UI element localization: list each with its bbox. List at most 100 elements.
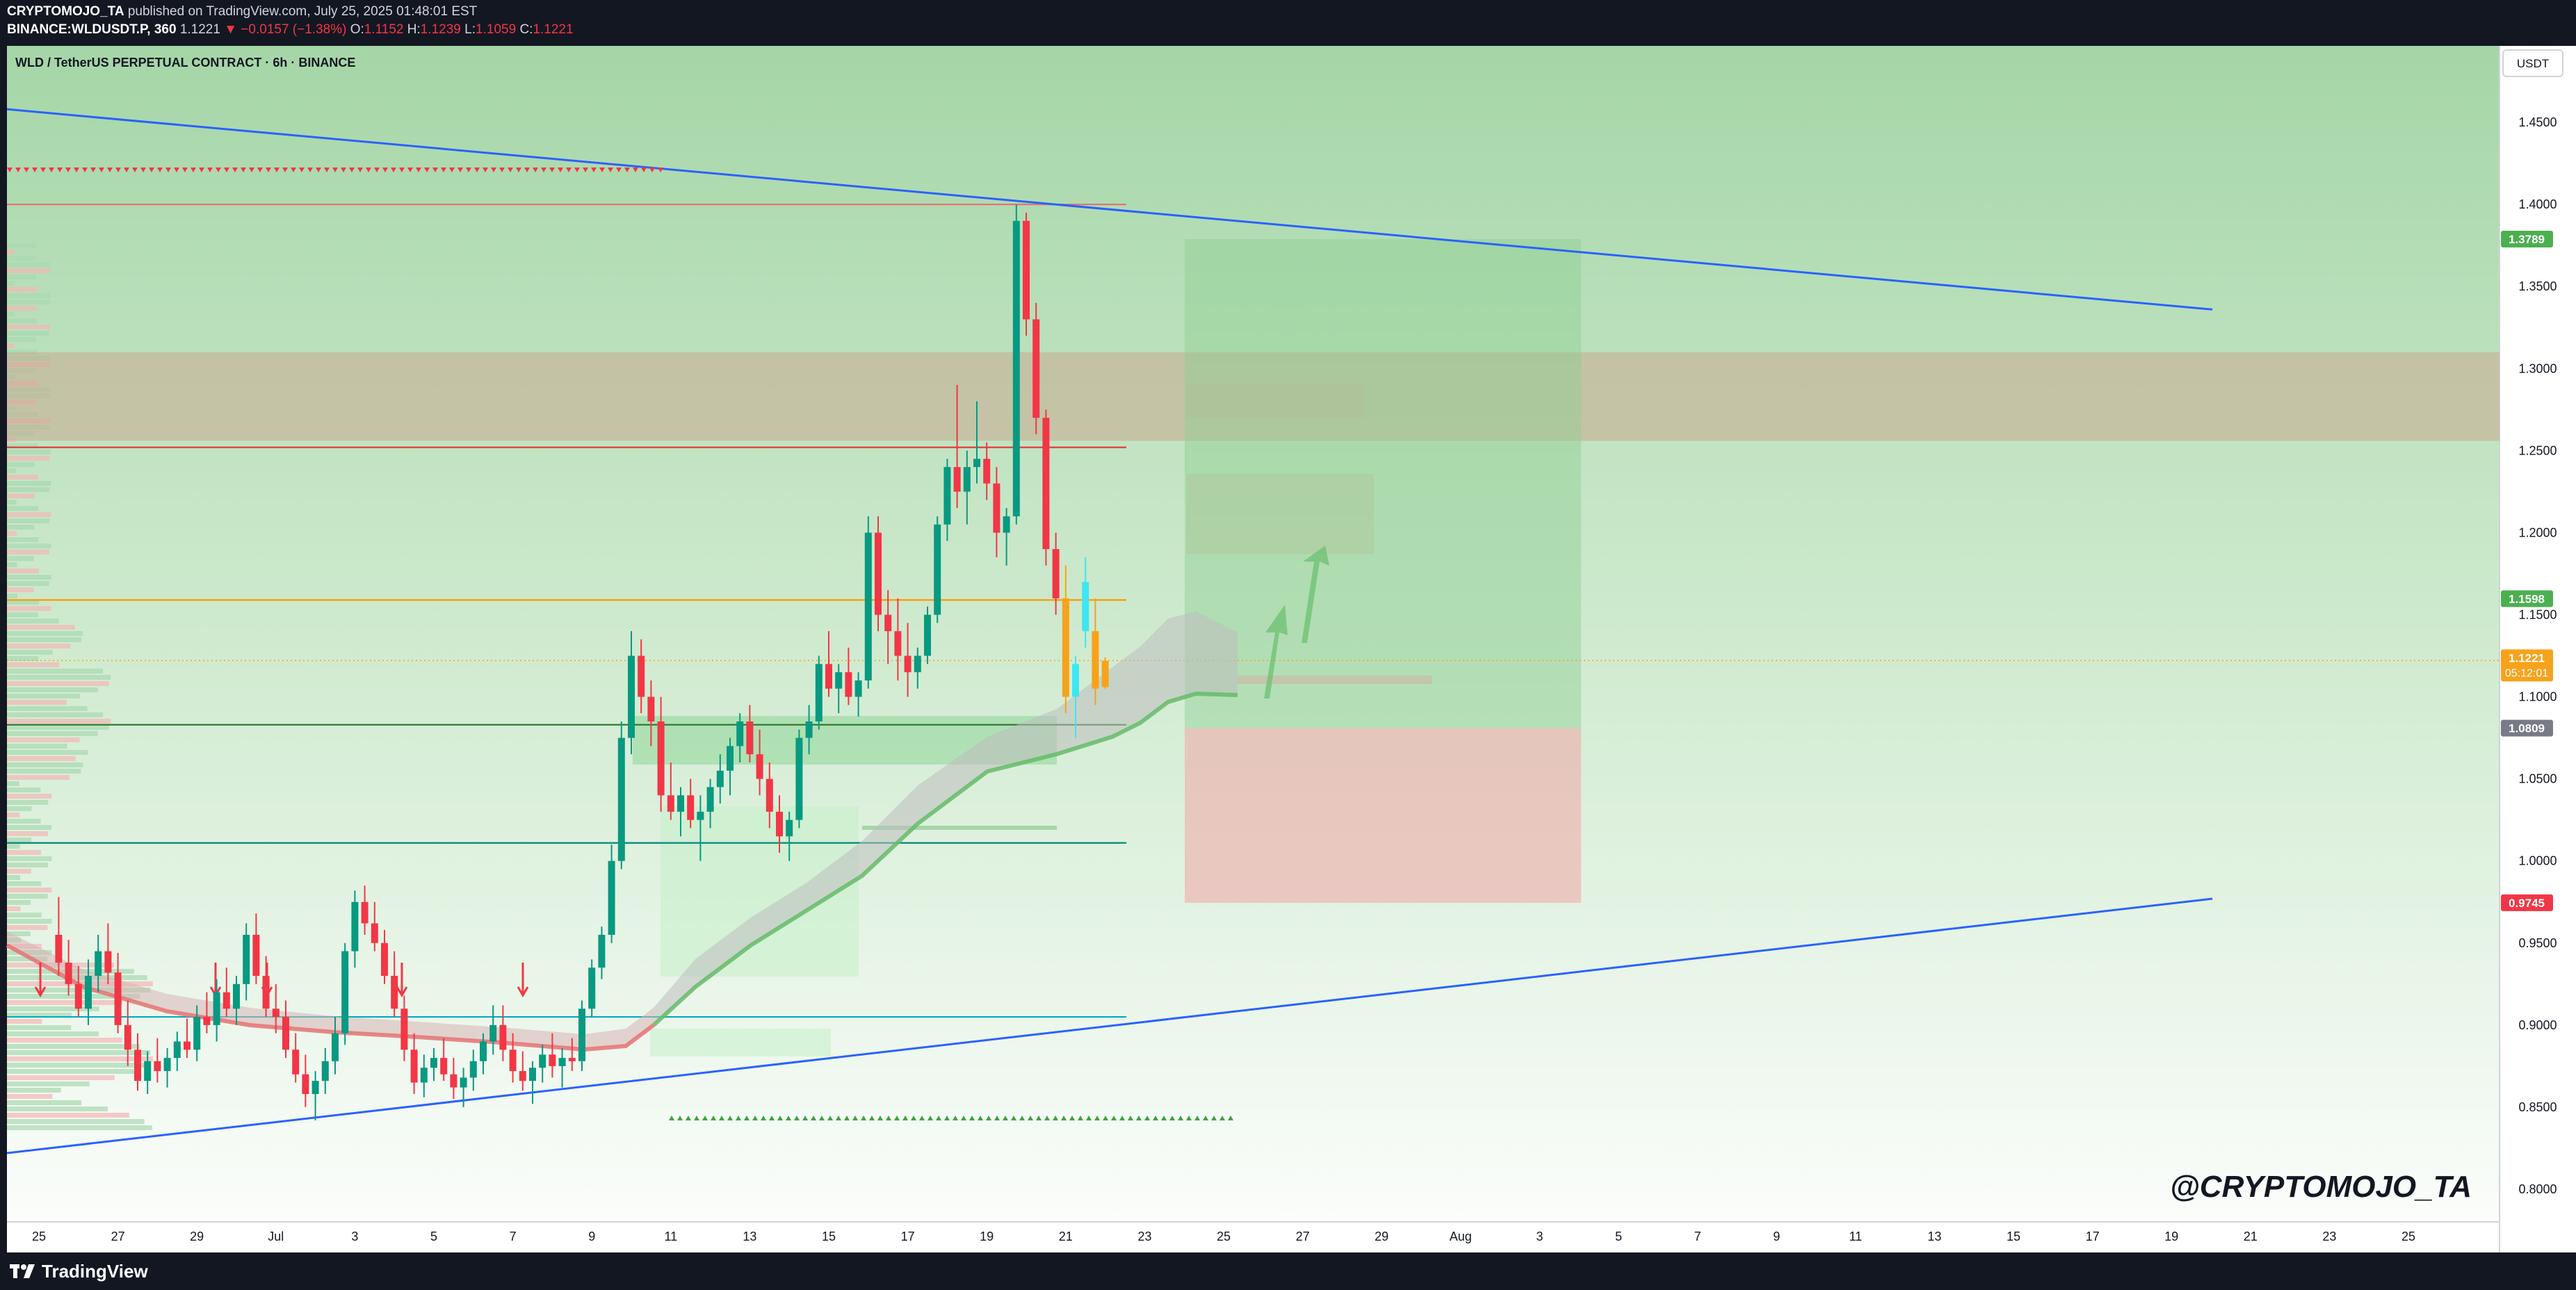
arrow-up-icon (1302, 546, 1329, 643)
footer: TradingView (0, 1252, 2576, 1290)
resistance-trendline (6, 108, 2213, 311)
volume-profile-bar (7, 669, 103, 673)
sell-signal-icon (291, 168, 296, 172)
sell-signal-icon (216, 168, 221, 172)
buy-signal-icon (702, 1116, 708, 1120)
candle (727, 737, 734, 796)
time-tick-label: 23 (2322, 1230, 2336, 1243)
sell-signal-icon (15, 168, 21, 172)
price-label-text: 1.3789 (2509, 233, 2545, 246)
time-tick-label: 13 (1927, 1230, 1941, 1243)
sell-signal-icon (357, 168, 363, 172)
volume-profile-bar (7, 581, 49, 586)
time-tick-label: 19 (2164, 1230, 2178, 1243)
time-axis-background (7, 1222, 2500, 1252)
sell-signal-icon (191, 168, 196, 172)
symbol-name[interactable]: BINANCE:WLDUSDT.P, 360 (7, 22, 177, 37)
sell-signal-icon (115, 168, 121, 172)
candle (1023, 212, 1030, 336)
sell-signal-icon (274, 168, 280, 172)
volume-profile-bar (7, 537, 39, 542)
sell-signal-icon (199, 168, 204, 172)
buy-signal-icon (811, 1116, 816, 1120)
time-axis[interactable]: 25 27 29 Jul 3 5 7 9 11 13 15 17 19 21 23 25 27 29 Aug 3 5 7 9… (32, 1230, 2415, 1243)
candle-body (65, 963, 72, 984)
volume-profile-bar (7, 931, 31, 936)
candle-body (499, 1024, 507, 1050)
candle (1082, 557, 1089, 648)
publisher-name[interactable]: CRYPTOMOJO_TA (7, 4, 124, 19)
candle (588, 959, 596, 1018)
candle (963, 450, 971, 525)
price-tick-label: 1.1000 (2518, 690, 2557, 704)
candle (321, 1047, 329, 1095)
sell-signal-icon (241, 168, 246, 172)
candle-body (529, 1068, 536, 1081)
candles (55, 204, 1109, 1120)
candle-body (460, 1077, 467, 1088)
volume-profile-bar (7, 318, 38, 323)
buy-signal-icon (752, 1116, 758, 1120)
candle (687, 778, 695, 828)
candle-body (1052, 549, 1060, 598)
candle (786, 811, 793, 861)
buy-signal-icon (1036, 1116, 1042, 1120)
candle-body (786, 819, 793, 837)
candle-body (727, 746, 734, 771)
candle (539, 1045, 546, 1083)
time-tick-label: 3 (351, 1230, 358, 1243)
candle (213, 979, 220, 1042)
time-tick-label: 25 (32, 1230, 46, 1243)
volume-profile-bar (7, 719, 111, 724)
candle-body (835, 672, 843, 689)
volume-profile-bar (7, 844, 20, 849)
candle-body (953, 466, 961, 492)
sell-signal-icon (474, 168, 480, 172)
currency-button[interactable]: USDT (2502, 49, 2563, 77)
candle-body (894, 631, 902, 656)
time-tick-label: 17 (2086, 1230, 2100, 1243)
ema-ribbons (6, 612, 1238, 1052)
volume-profile-bar (7, 556, 34, 561)
price-change: −0.0157 (−1.38%) (241, 22, 347, 37)
buy-signal-icon (911, 1116, 916, 1120)
tradingview-brand[interactable]: TradingView (10, 1261, 148, 1282)
buy-signal-icon (1203, 1116, 1208, 1120)
volume-profile-bar (7, 800, 49, 805)
candle (499, 1005, 507, 1061)
candle-body (1012, 220, 1020, 516)
candle-body (252, 934, 260, 977)
buy-signal-icon (1061, 1116, 1067, 1120)
candle-body (519, 1070, 526, 1081)
price-tick-label: 1.4500 (2518, 115, 2557, 129)
position-target-zone (1185, 238, 1581, 728)
supply-zone (7, 352, 2500, 441)
candle-body (1032, 319, 1040, 418)
candle (114, 952, 122, 1034)
time-tick-label: 15 (2007, 1230, 2020, 1243)
price-tick-label: 0.8000 (2518, 1182, 2557, 1196)
support-trendline (6, 897, 2213, 1154)
time-tick-label: 29 (190, 1230, 204, 1243)
candle-body (213, 992, 220, 1025)
sell-signal-icon (74, 168, 79, 172)
price-tick-label: 0.9000 (2518, 1018, 2557, 1032)
volume-profile-bar (7, 1025, 72, 1030)
candle-body (568, 1058, 576, 1061)
volume-profile-bar (7, 913, 42, 917)
volume-profile-bar (7, 706, 88, 711)
sell-signal-icon (282, 168, 288, 172)
candle-body (114, 972, 122, 1025)
buy-signal-icon (1169, 1116, 1175, 1120)
candle-body (203, 1017, 211, 1025)
candle-body (1101, 660, 1109, 687)
buy-signal-icon (877, 1116, 883, 1120)
sell-signal-icon (266, 168, 271, 172)
candle (617, 721, 625, 869)
volume-profile-bar (7, 631, 83, 636)
price-axis[interactable]: 1.5000 1.4500 1.4000 1.3500 1.3000 1.2500 1.20… (2518, 33, 2557, 1196)
candle-body (973, 459, 980, 467)
candle-body (539, 1054, 546, 1068)
candle-body (776, 811, 783, 837)
